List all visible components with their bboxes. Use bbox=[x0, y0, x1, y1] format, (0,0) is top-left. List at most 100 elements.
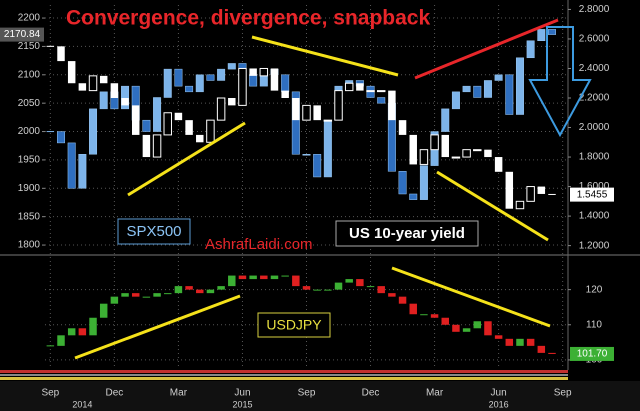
y-tick-label: 1950 bbox=[18, 155, 41, 166]
candle bbox=[441, 317, 449, 325]
stripe bbox=[0, 370, 568, 373]
candle bbox=[483, 80, 492, 98]
candle bbox=[196, 289, 204, 294]
candle bbox=[228, 98, 236, 106]
candle bbox=[494, 74, 503, 81]
candle bbox=[388, 293, 396, 297]
candle bbox=[46, 45, 55, 47]
candle bbox=[238, 67, 247, 106]
trend-line bbox=[414, 18, 559, 80]
candle bbox=[270, 275, 279, 280]
candle bbox=[89, 108, 98, 155]
candle bbox=[57, 46, 65, 62]
candle bbox=[99, 75, 108, 84]
x-group-label: 2014 bbox=[72, 399, 92, 409]
y-tick-label: 2.4000 bbox=[579, 63, 610, 74]
price-tag-label: 101.70 bbox=[577, 349, 608, 360]
candle bbox=[88, 75, 98, 92]
y-tick-label: 1800 bbox=[18, 240, 41, 251]
candle bbox=[313, 289, 321, 291]
price-tag-label: 2170.84 bbox=[4, 29, 41, 40]
candle bbox=[174, 286, 183, 294]
candle bbox=[313, 105, 321, 121]
candle bbox=[185, 85, 194, 93]
x-tick-label: Jun bbox=[234, 388, 250, 399]
candle bbox=[515, 57, 524, 115]
candle bbox=[505, 74, 514, 115]
candle bbox=[67, 61, 76, 84]
candle bbox=[206, 119, 215, 143]
x-group-label: 2015 bbox=[232, 399, 252, 409]
candle bbox=[526, 338, 535, 346]
candle bbox=[324, 289, 332, 291]
candle bbox=[249, 68, 257, 76]
x-tick-label: Sep bbox=[554, 388, 572, 399]
y-tick-label: 2050 bbox=[18, 98, 41, 109]
candle bbox=[462, 149, 471, 158]
candle bbox=[281, 275, 289, 277]
y-tick-label: 1900 bbox=[18, 183, 41, 194]
candle bbox=[398, 296, 407, 304]
candle bbox=[131, 293, 140, 297]
candle bbox=[153, 293, 161, 297]
candle bbox=[163, 68, 172, 98]
candle bbox=[46, 345, 55, 347]
annotation: AshrafLaidi.com bbox=[205, 236, 313, 253]
candle bbox=[398, 171, 407, 195]
candle bbox=[185, 120, 193, 135]
legend-box bbox=[117, 218, 191, 245]
y-tick-label: 1.2000 bbox=[579, 240, 610, 251]
candle bbox=[142, 119, 151, 132]
candle bbox=[57, 131, 65, 144]
candle bbox=[473, 85, 482, 98]
candle bbox=[462, 85, 471, 93]
candle bbox=[494, 157, 503, 172]
candle bbox=[46, 131, 55, 133]
y-tick-label: 2.2000 bbox=[579, 93, 610, 104]
x-tick-label: Mar bbox=[170, 388, 188, 399]
candle bbox=[334, 90, 343, 121]
candle bbox=[345, 279, 353, 283]
x-tick-label: Mar bbox=[426, 388, 444, 399]
candle bbox=[419, 149, 429, 165]
candle bbox=[99, 91, 108, 110]
candle bbox=[110, 296, 119, 304]
candle bbox=[228, 275, 236, 287]
candle bbox=[249, 74, 258, 87]
price-tag bbox=[570, 187, 614, 202]
candle bbox=[110, 83, 119, 98]
candle bbox=[292, 98, 300, 121]
candle bbox=[323, 119, 333, 122]
candle bbox=[195, 74, 204, 93]
candle bbox=[526, 40, 535, 59]
candle bbox=[451, 91, 460, 110]
price-tag bbox=[0, 27, 44, 42]
legend-label: US 10-year yield bbox=[349, 225, 465, 242]
y-tick-label: 2000 bbox=[18, 126, 41, 137]
trend-line bbox=[74, 294, 241, 360]
trend-line bbox=[391, 266, 551, 328]
candle bbox=[196, 134, 204, 143]
candle bbox=[67, 142, 76, 189]
y-tick-label: 2100 bbox=[18, 69, 41, 80]
candle bbox=[334, 282, 343, 290]
candle bbox=[302, 154, 311, 156]
candle bbox=[398, 120, 407, 135]
candle bbox=[409, 303, 417, 315]
candle bbox=[313, 154, 322, 178]
candle bbox=[505, 171, 514, 209]
candle bbox=[78, 154, 87, 189]
candle bbox=[548, 193, 556, 195]
candle bbox=[174, 68, 183, 87]
candle bbox=[142, 296, 151, 298]
candle bbox=[152, 134, 162, 158]
y-tick-label: 1850 bbox=[18, 211, 41, 222]
candle bbox=[366, 286, 375, 288]
candle bbox=[484, 321, 492, 336]
candle bbox=[270, 68, 279, 91]
candle bbox=[409, 193, 418, 200]
candle bbox=[292, 275, 300, 287]
candle bbox=[217, 68, 226, 81]
x-tick-label: Sep bbox=[41, 388, 59, 399]
y-tick-label: 2.0000 bbox=[579, 122, 610, 133]
